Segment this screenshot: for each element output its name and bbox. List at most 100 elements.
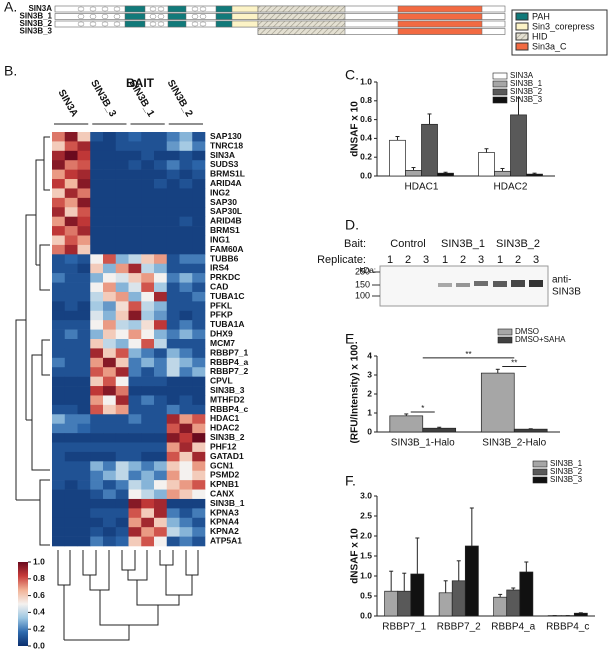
repeat [191, 21, 199, 27]
heatmap-cell [64, 386, 78, 396]
heatmap-cell [64, 517, 78, 528]
heatmap-cell [128, 498, 142, 509]
blot-label: kDa: [360, 266, 376, 275]
heatmap-cell [179, 508, 193, 519]
bar [573, 612, 588, 617]
heatmap-cell [64, 160, 78, 170]
heatmap-cell [77, 291, 91, 302]
heatmap-cell [52, 188, 66, 199]
heatmap-cell [103, 226, 117, 236]
heatmap-cell [52, 348, 66, 359]
heatmap-cell [192, 470, 206, 481]
heatmap-cell [141, 517, 155, 528]
row-label: RBBP7_1 [210, 347, 249, 357]
heatmap-cell [141, 160, 155, 170]
heatmap-cell [103, 263, 117, 274]
heatmap-cell [103, 376, 117, 387]
heatmap-cell [154, 442, 168, 453]
marker-label: 150 [355, 279, 370, 289]
heatmap-cell [154, 339, 168, 349]
heatmap-cell [179, 291, 193, 302]
repeat [77, 21, 85, 27]
legend-label: Sin3_corepress [532, 21, 595, 31]
heatmap-cell [192, 160, 206, 170]
heatmap-cell [52, 179, 66, 189]
heatmap-cell [166, 263, 180, 274]
heatmap-cell [154, 480, 168, 490]
heatmap-cell [179, 320, 193, 330]
heatmap-cell [141, 235, 155, 246]
heatmap-cell [128, 291, 142, 302]
legend-label: HID [532, 31, 548, 41]
heatmap-cell [64, 527, 78, 537]
y-tick-label: 1.5 [360, 550, 372, 560]
heatmap-cell [52, 386, 66, 396]
heatmap-cell [52, 310, 66, 321]
repeat [77, 6, 85, 12]
heatmap-cell [115, 376, 129, 387]
column-label: SIN3B_3 [88, 78, 118, 119]
heatmap-cell [154, 179, 168, 189]
heatmap-cell [64, 339, 78, 349]
y-tick-label: 0.8 [360, 95, 372, 105]
domain [397, 5, 483, 13]
row-label: DHX9 [210, 329, 233, 339]
heatmap-cell [64, 235, 78, 246]
heatmap-cell [103, 150, 117, 161]
heatmap-cell [77, 489, 91, 500]
heatmap-cell [192, 442, 206, 453]
heatmap-cell [179, 414, 193, 424]
heatmap-cell [90, 169, 104, 180]
legend-label: PAH [532, 11, 550, 21]
heatmap-cell [52, 461, 66, 472]
heatmap-cell [103, 310, 117, 321]
heatmap-cell [179, 357, 193, 368]
legend-label: SIN3B_2 [510, 87, 543, 96]
heatmap-cell [64, 348, 78, 359]
heatmap-cell [141, 226, 155, 236]
heatmap-cell [103, 527, 117, 537]
heatmap-cell [154, 160, 168, 170]
heatmap-cell [179, 235, 193, 246]
marker-label: 100 [355, 290, 370, 300]
domain [167, 5, 187, 13]
heatmap-cell [192, 254, 206, 265]
heatmap-cell [64, 320, 78, 330]
heatmap-cell [77, 169, 91, 180]
heatmap-cell [166, 216, 180, 227]
heatmap-cell [115, 367, 129, 377]
heatmap-cell [141, 244, 155, 255]
heatmap-cell [115, 197, 129, 208]
heatmap-cell [154, 536, 168, 547]
heatmap-cell [103, 254, 117, 265]
heatmap-cell [154, 470, 168, 481]
heatmap-cell [90, 357, 104, 368]
row-dendrogram [15, 136, 50, 546]
heatmap-cell [77, 461, 91, 472]
repeat [77, 14, 85, 19]
domain [215, 20, 233, 28]
heatmap-cell [166, 207, 180, 217]
bar [397, 590, 412, 617]
colorbar-label: 0.6 [33, 590, 45, 600]
heatmap-cell [52, 320, 66, 330]
heatmap-cell [154, 150, 168, 161]
heatmap-cell [166, 489, 180, 500]
heatmap-cell [166, 169, 180, 180]
row-label: IRS4 [210, 263, 229, 273]
heatmap-cell [77, 216, 91, 227]
heatmap-cell [115, 244, 129, 255]
replicate-label: 3 [533, 254, 539, 266]
heatmap-cell [115, 339, 129, 349]
replicate-label: 3 [478, 254, 484, 266]
heatmap-cell [192, 169, 206, 180]
row-label: RBBP7_2 [210, 366, 249, 376]
heatmap-cell [52, 442, 66, 453]
repeat [113, 6, 121, 12]
heatmap-cell [166, 498, 180, 509]
heatmap-cell [154, 386, 168, 396]
heatmap-cell [115, 291, 129, 302]
heatmap-cell [141, 357, 155, 368]
heatmap-cell [166, 179, 180, 189]
heatmap-cell [128, 386, 142, 396]
